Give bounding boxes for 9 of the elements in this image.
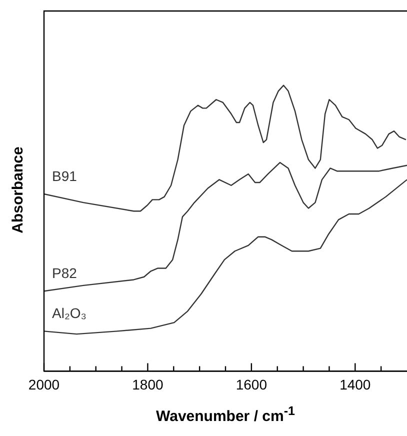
x-tick-label: 1600 [236,376,268,392]
series-label: B91 [52,168,78,184]
x-tick-label: 2000 [28,376,60,392]
series-label: Al₂O₃ [52,305,86,322]
series-label: P82 [52,265,78,282]
x-axis-title: Wavenumber / cm$^{-1}$ [155,404,296,425]
y-axis-title: Absorbance [10,146,26,234]
x-tick-label: 1800 [132,376,164,392]
x-tick-label: 1400 [340,376,371,392]
